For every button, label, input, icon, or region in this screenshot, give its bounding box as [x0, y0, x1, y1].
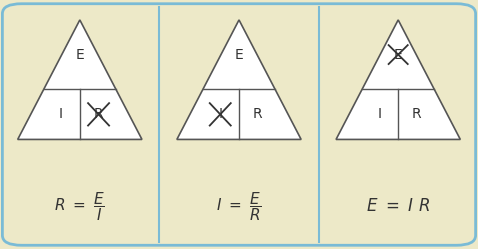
Text: R: R — [253, 107, 262, 121]
Text: R: R — [412, 107, 422, 121]
Text: $I\ =\ \dfrac{E}{R}$: $I\ =\ \dfrac{E}{R}$ — [216, 190, 262, 223]
Text: I: I — [218, 107, 222, 121]
Text: R: R — [94, 107, 103, 121]
Text: E: E — [76, 48, 84, 62]
Text: I: I — [378, 107, 381, 121]
Text: E: E — [235, 48, 243, 62]
Text: $R\ =\ \dfrac{E}{I}$: $R\ =\ \dfrac{E}{I}$ — [54, 190, 105, 223]
Polygon shape — [177, 20, 301, 139]
Polygon shape — [336, 20, 460, 139]
Text: I: I — [59, 107, 63, 121]
Polygon shape — [18, 20, 142, 139]
Text: $E\ =\ I\ R$: $E\ =\ I\ R$ — [366, 198, 430, 215]
FancyBboxPatch shape — [2, 4, 476, 245]
Text: E: E — [394, 48, 402, 62]
